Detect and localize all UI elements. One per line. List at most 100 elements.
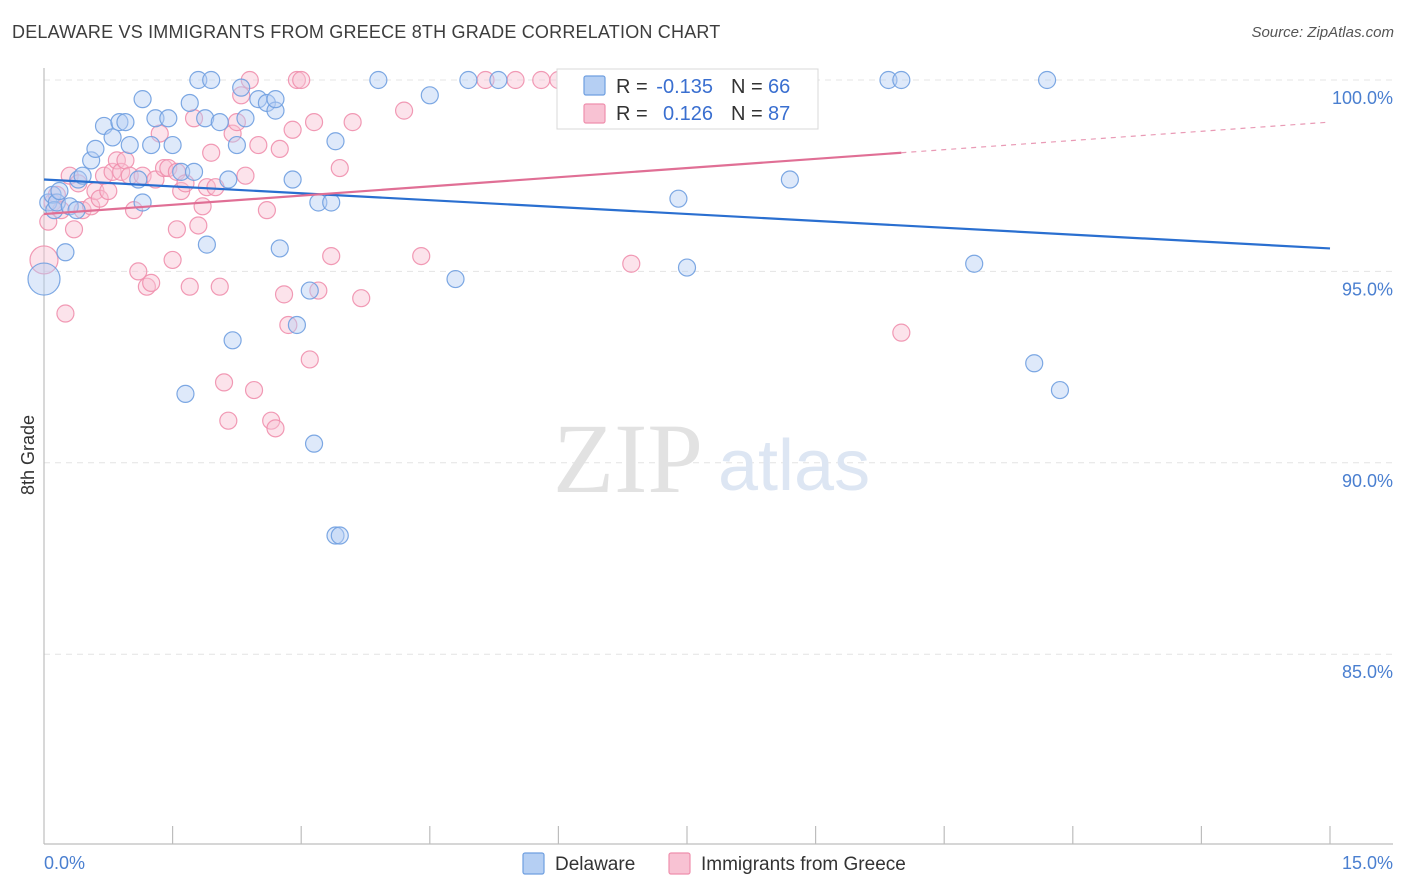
delaware-point — [163, 135, 182, 155]
trend-line-delaware — [43, 178, 1331, 250]
delaware-point — [326, 526, 345, 545]
delaware-point — [322, 193, 341, 212]
greece-point — [532, 70, 551, 90]
delaware-point — [1037, 70, 1057, 90]
greece-point — [249, 135, 268, 155]
legend-n-value-greece: 87 — [768, 103, 790, 125]
greece-point — [112, 162, 131, 181]
delaware-point — [420, 86, 439, 105]
x-tick-label-min: 0.0% — [44, 853, 85, 873]
legend-r-value-delaware: -0.135 — [656, 76, 713, 98]
delaware-point — [146, 109, 165, 128]
greece-point — [506, 70, 525, 90]
trend-line-greece-extension — [901, 121, 1331, 154]
greece-point — [304, 113, 324, 132]
delaware-point — [184, 162, 204, 181]
delaware-point — [266, 90, 285, 109]
chart-source: Source: ZipAtlas.com — [1251, 24, 1394, 41]
delaware-point — [73, 166, 92, 185]
legend-n-value-delaware: 66 — [768, 76, 790, 98]
delaware-point — [27, 262, 61, 296]
bottom-legend-label-delaware: Delaware — [555, 854, 635, 875]
legend-swatch-delaware — [583, 75, 606, 96]
delaware-point — [236, 109, 255, 128]
delaware-point — [86, 139, 105, 159]
delaware-point — [56, 243, 75, 262]
series-greece-points — [29, 70, 911, 438]
greece-point — [330, 158, 349, 178]
greece-point — [142, 273, 161, 292]
greece-point — [180, 277, 199, 296]
legend-r-value-greece: 0.126 — [663, 103, 713, 125]
delaware-point — [227, 135, 246, 155]
delaware-point — [489, 70, 508, 90]
legend-swatch-greece — [583, 103, 606, 124]
delaware-point — [369, 70, 388, 90]
delaware-point — [120, 135, 139, 155]
delaware-point — [446, 269, 465, 289]
greece-point — [352, 289, 371, 308]
greece-point — [236, 166, 255, 185]
delaware-point — [892, 70, 911, 90]
greece-point — [287, 70, 307, 90]
greece-point — [167, 220, 186, 239]
y-tick-label-95: 95.0% — [1342, 279, 1393, 299]
delaware-point — [159, 109, 178, 128]
delaware-point — [326, 132, 345, 151]
greece-point — [257, 201, 277, 220]
delaware-point — [330, 526, 349, 545]
greece-point — [270, 139, 289, 159]
delaware-point — [196, 109, 215, 128]
series-delaware-points — [27, 70, 1070, 545]
delaware-point — [116, 113, 135, 132]
delaware-point — [202, 70, 221, 90]
greece-point — [244, 380, 264, 400]
delaware-point — [232, 78, 251, 97]
legend-n-label-greece: N = — [731, 103, 763, 125]
delaware-point — [210, 113, 229, 132]
delaware-point — [780, 170, 799, 189]
y-tick-label-85: 85.0% — [1342, 662, 1393, 682]
legend-n-label-delaware: N = — [731, 76, 763, 98]
delaware-point — [103, 128, 122, 147]
greece-point — [210, 277, 229, 296]
delaware-point — [219, 170, 238, 189]
greece-point — [266, 419, 285, 438]
delaware-point — [669, 189, 688, 208]
delaware-point — [270, 239, 289, 258]
delaware-point — [180, 93, 199, 113]
delaware-point — [189, 70, 208, 90]
y-tick-labels: 85.0% 90.0% 95.0% 100.0% — [1332, 88, 1393, 682]
delaware-point — [459, 70, 478, 90]
delaware-point — [50, 181, 69, 201]
y-axis-title: 8th Grade — [18, 415, 38, 495]
chart-title: DELAWARE VS IMMIGRANTS FROM GREECE 8TH G… — [12, 22, 721, 42]
greece-point — [116, 151, 135, 170]
greece-point — [622, 254, 641, 273]
greece-point — [219, 411, 238, 430]
greece-point — [29, 245, 59, 275]
delaware-point — [287, 315, 307, 335]
delaware-point — [677, 258, 697, 277]
delaware-point — [879, 70, 898, 90]
delaware-point — [300, 281, 319, 300]
greece-point — [412, 246, 431, 266]
delaware-point — [1050, 380, 1070, 400]
delaware-point — [176, 384, 195, 403]
greece-point — [300, 350, 319, 369]
legend-r-label-greece: R = — [616, 103, 648, 125]
greece-point — [394, 101, 414, 120]
greece-point — [189, 216, 208, 235]
greece-point — [892, 323, 911, 342]
delaware-point — [304, 434, 324, 453]
greece-point — [214, 373, 234, 392]
greece-point — [343, 113, 362, 132]
delaware-point — [172, 162, 191, 181]
delaware-point — [133, 90, 152, 109]
bottom-legend-swatch-greece — [668, 852, 691, 875]
watermark-atlas: atlas — [718, 426, 870, 506]
watermark: ZIP atlas — [553, 403, 870, 514]
trend-line-greece — [43, 151, 902, 216]
greece-point — [292, 70, 311, 90]
